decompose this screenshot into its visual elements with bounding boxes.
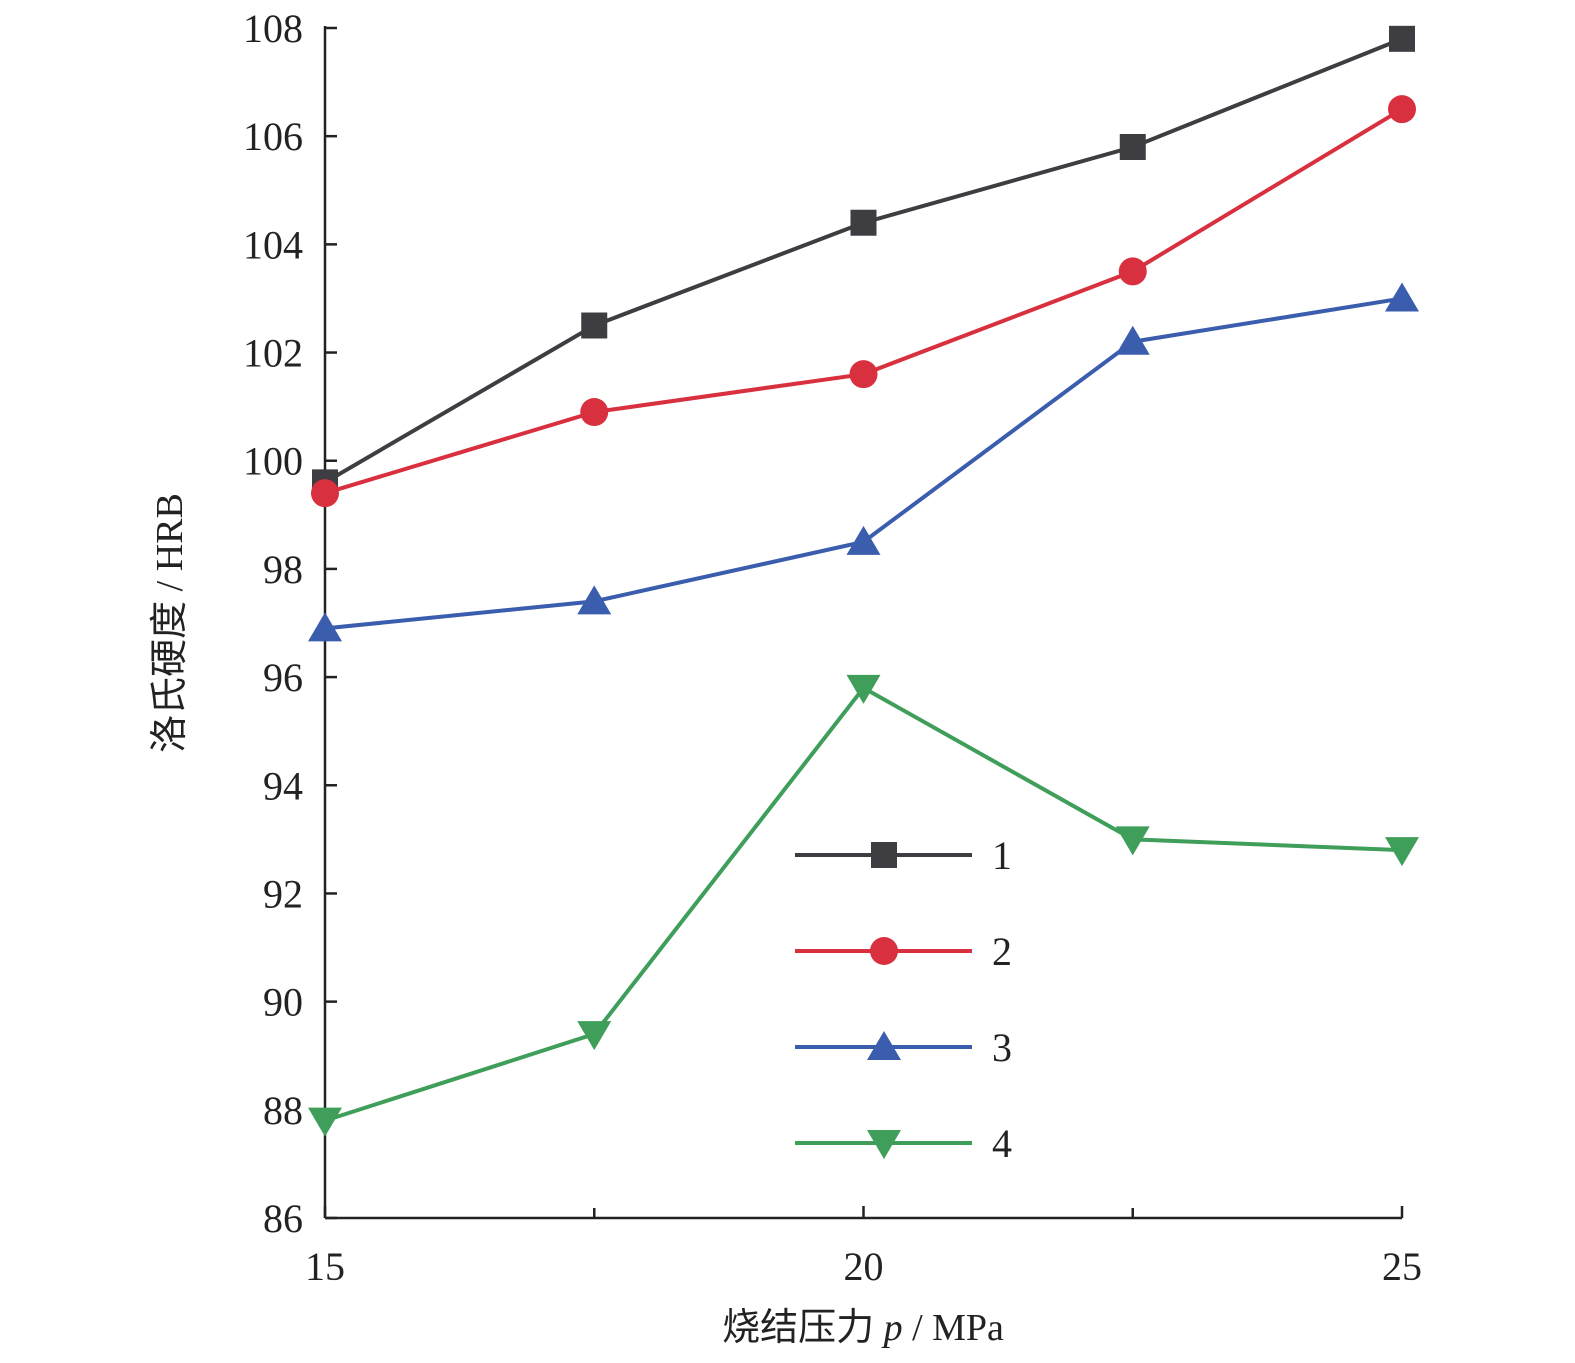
legend-marker — [867, 1031, 901, 1060]
y-tick-label: 88 — [263, 1088, 303, 1133]
y-tick-label: 96 — [263, 655, 303, 700]
legend: 1 2 3 4 — [795, 833, 1012, 1166]
series-layer — [308, 25, 1419, 1137]
y-tick-label: 100 — [243, 439, 303, 484]
series-3 — [308, 282, 1419, 642]
series-4-point — [1385, 837, 1419, 867]
legend-label: 1 — [992, 833, 1012, 878]
legend-item-3: 3 — [795, 1025, 1012, 1070]
x-tick-label: 15 — [305, 1244, 345, 1289]
axes: 86 88 90 92 94 96 98 100 102 104 106 108 15 20 25 — [243, 6, 1422, 1289]
series-4-point — [846, 674, 881, 704]
legend-item-2: 2 — [795, 929, 1012, 974]
x-tick-label: 20 — [844, 1244, 884, 1289]
series-1 — [312, 25, 1415, 496]
series-2-point — [849, 360, 878, 389]
series-3-point — [1115, 325, 1150, 355]
y-tick-label: 90 — [263, 980, 303, 1025]
series-4-point — [1115, 826, 1150, 856]
series-2-line — [324, 107, 1404, 496]
legend-marker — [867, 1130, 901, 1159]
legend-marker — [871, 842, 897, 868]
series-3-point — [846, 525, 881, 555]
legend-item-1: 1 — [795, 833, 1012, 878]
legend-item-4: 4 — [795, 1121, 1012, 1166]
series-4-point — [577, 1021, 612, 1051]
x-axis-title-variable: p — [881, 1307, 903, 1349]
series-3-line — [324, 296, 1403, 631]
series-1-point — [1119, 134, 1146, 160]
y-tick-label: 104 — [243, 222, 303, 267]
legend-label: 4 — [992, 1121, 1012, 1166]
series-1-point — [1389, 25, 1415, 52]
y-tick-label: 92 — [263, 871, 303, 916]
series-2-point — [1388, 95, 1416, 124]
series-3-point — [308, 612, 342, 642]
series-2-point — [580, 398, 609, 427]
series-1-line — [323, 36, 1403, 485]
series-4-point — [308, 1107, 342, 1137]
series-2 — [311, 95, 1416, 508]
series-1-point — [850, 209, 877, 236]
legend-label: 2 — [992, 929, 1012, 974]
series-4 — [308, 674, 1419, 1137]
y-tick-label: 94 — [263, 763, 303, 808]
legend-label: 3 — [992, 1025, 1012, 1070]
y-tick-label: 106 — [243, 114, 303, 159]
series-2-point — [1118, 257, 1147, 286]
series-3-point — [577, 585, 612, 615]
x-axis-title: 烧结压力 p / MPa — [722, 1307, 1004, 1349]
series-3-point — [1385, 282, 1419, 312]
series-2-point — [311, 479, 339, 508]
y-tick-label: 108 — [243, 6, 303, 51]
legend-marker — [870, 937, 898, 965]
x-tick-label: 25 — [1382, 1244, 1422, 1289]
y-tick-label: 86 — [263, 1196, 303, 1241]
y-axis-title: 洛氏硬度 / HRB — [149, 493, 191, 753]
series-4-line — [324, 685, 1403, 1123]
x-axis-title-main: 烧结压力 — [722, 1307, 884, 1349]
y-tick-label: 102 — [243, 331, 303, 376]
x-axis-title-unit: / MPa — [903, 1307, 1004, 1349]
y-tick-label: 98 — [263, 547, 303, 592]
series-1-point — [581, 312, 608, 339]
